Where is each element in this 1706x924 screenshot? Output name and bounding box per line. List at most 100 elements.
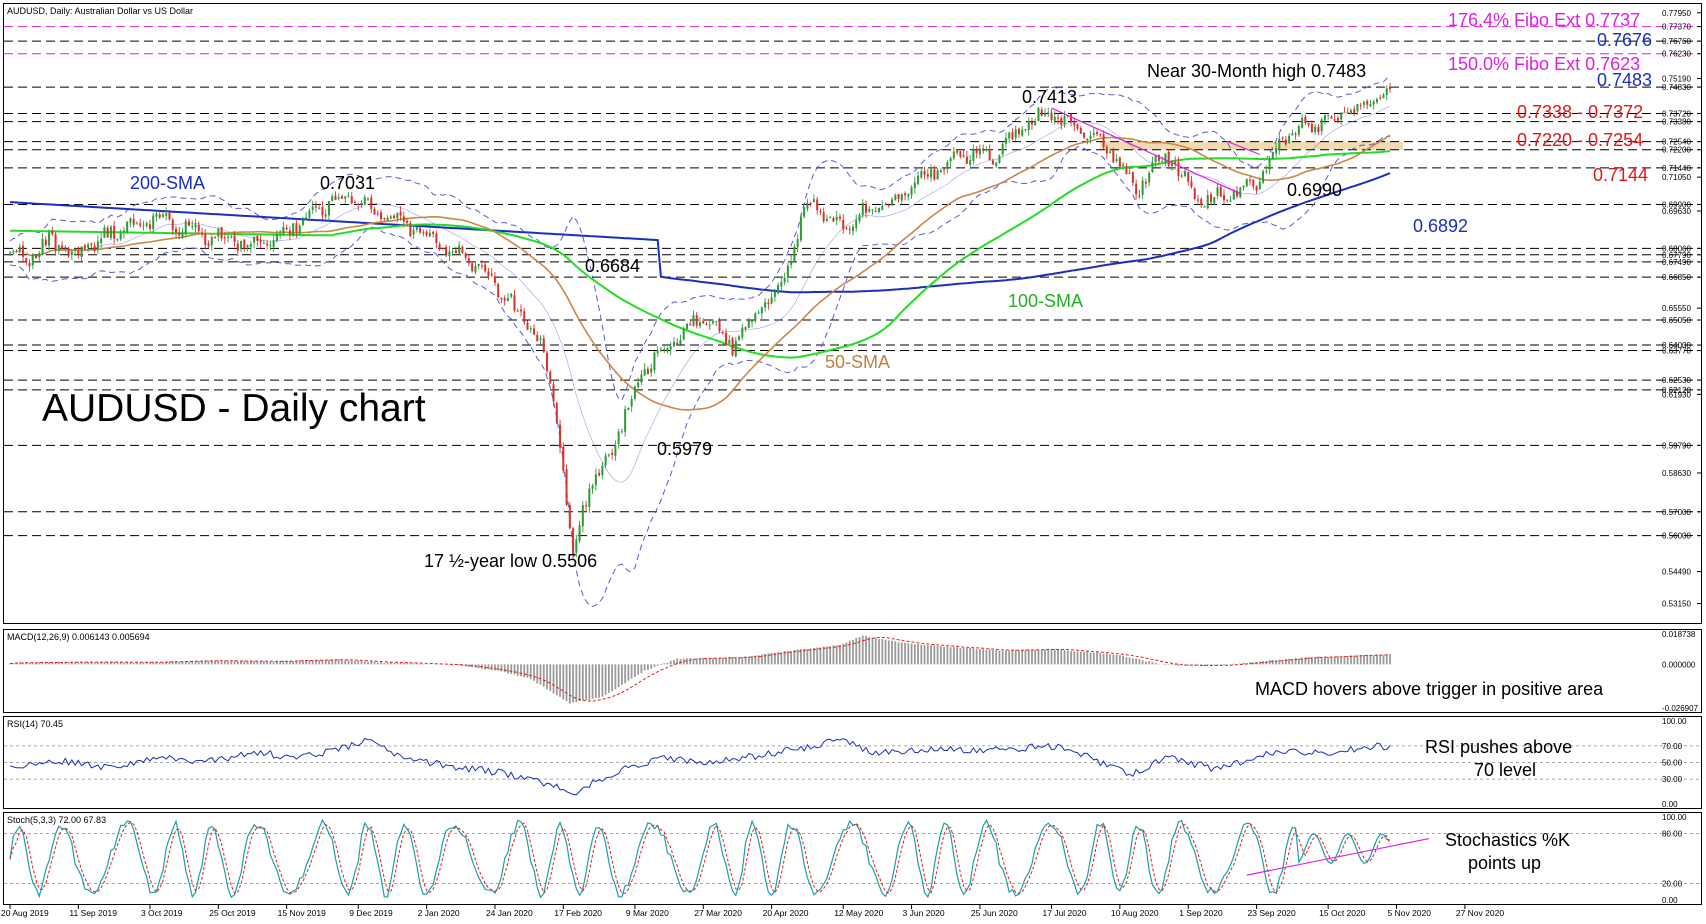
candle-body-418 — [1369, 104, 1372, 107]
date-label-4: 15 Nov 2019 — [278, 908, 326, 918]
candle-body-68 — [230, 236, 233, 238]
candle-body-294 — [965, 156, 968, 164]
candle-body-264 — [868, 208, 871, 212]
candle-body-114 — [380, 212, 383, 220]
candle-body-421 — [1379, 97, 1382, 99]
candle-body-31 — [109, 226, 112, 238]
candle-body-178 — [588, 488, 591, 508]
candle-body-58 — [197, 224, 200, 231]
candle-body-359 — [1177, 161, 1180, 177]
candle-body-169 — [559, 424, 562, 448]
candle-body-42 — [145, 223, 148, 226]
candle-body-255 — [838, 216, 841, 219]
candle-body-59 — [201, 232, 204, 235]
candle-body-242 — [796, 239, 799, 248]
stoch-annotation-line2: points up — [1468, 853, 1541, 873]
candle-body-370 — [1213, 197, 1216, 204]
candle-body-118 — [393, 215, 396, 219]
candle-body-109 — [363, 197, 366, 204]
price-tick-label-24: 0.61930 — [1662, 390, 1691, 399]
candle-body-115 — [383, 218, 386, 220]
candle-body-125 — [415, 227, 418, 230]
candle-body-49 — [168, 211, 171, 220]
support-zone-rect — [1100, 141, 1404, 150]
candle-body-179 — [591, 485, 594, 489]
candle-body-387 — [1268, 159, 1271, 170]
candle-body-245 — [806, 202, 809, 209]
rsi-annotation-line2: 70 level — [1474, 760, 1536, 780]
candle-body-0 — [8, 252, 12, 256]
candle-body-128 — [425, 231, 428, 236]
candle-body-261 — [858, 214, 861, 222]
candle-body-113 — [376, 213, 379, 215]
candle-body-14 — [54, 234, 57, 250]
candle-body-283 — [930, 169, 933, 178]
candle-body-318 — [1043, 113, 1047, 116]
candle-body-227 — [747, 320, 750, 328]
price-tick-label-8: 0.72540 — [1662, 138, 1691, 147]
candle-body-195 — [643, 368, 646, 376]
candle-body-320 — [1050, 112, 1053, 121]
chart-title: AUDUSD - Daily chart — [42, 387, 426, 430]
sma50-line — [25, 134, 1391, 411]
candle-body-338 — [1109, 151, 1112, 153]
candle-body-326 — [1070, 113, 1073, 123]
candle-body-30 — [106, 227, 109, 238]
candle-body-348 — [1141, 180, 1144, 195]
rsi-tick-label-1: 70.00 — [1662, 742, 1683, 751]
candle-body-269 — [884, 204, 887, 206]
candle-body-134 — [445, 246, 448, 255]
candle-body-279 — [917, 175, 920, 184]
date-label-2: 3 Oct 2019 — [141, 908, 183, 918]
candle-body-244 — [803, 207, 806, 217]
candles — [8, 82, 1392, 559]
candle-body-292 — [959, 151, 962, 157]
candle-body-304 — [998, 155, 1001, 163]
candle-body-230 — [757, 312, 760, 314]
stoch-k-line — [9, 818, 1391, 899]
candle-body-282 — [926, 174, 929, 177]
candle-body-87 — [292, 223, 295, 236]
candle-body-317 — [1040, 109, 1043, 116]
candle-body-38 — [132, 219, 135, 225]
candle-body-284 — [933, 169, 936, 180]
candle-body-201 — [663, 349, 666, 351]
candle-body-383 — [1255, 186, 1258, 191]
candle-body-316 — [1037, 108, 1040, 122]
candle-body-404 — [1323, 114, 1326, 121]
bollinger-bands — [9, 75, 1391, 608]
candle-body-390 — [1278, 139, 1281, 150]
candle-body-319 — [1047, 112, 1050, 114]
candle-body-106 — [353, 202, 357, 204]
candle-body-54 — [184, 220, 187, 235]
candle-body-395 — [1294, 133, 1297, 135]
candle-body-191 — [630, 399, 633, 407]
rsi-panel-frame — [3, 716, 1702, 809]
candle-body-416 — [1362, 102, 1365, 105]
candle-body-80 — [269, 245, 272, 247]
candle-body-366 — [1200, 199, 1203, 206]
candle-body-256 — [842, 219, 845, 230]
candle-body-400 — [1310, 124, 1313, 132]
candle-body-286 — [939, 170, 942, 173]
candle-body-139 — [461, 246, 464, 254]
label-fibo-150: 150.0% Fibo Ext 0.7623 — [1448, 54, 1640, 74]
candle-body-110 — [367, 198, 370, 200]
candle-body-212 — [698, 322, 702, 326]
candle-body-313 — [1027, 121, 1030, 131]
candle-body-121 — [402, 216, 405, 222]
candle-body-204 — [672, 341, 675, 347]
candle-body-188 — [620, 431, 623, 433]
candle-body-26 — [93, 245, 96, 252]
candle-body-158 — [523, 311, 526, 323]
label-7483: 0.7483 — [1597, 70, 1652, 90]
candle-body-137 — [454, 250, 457, 254]
candle-body-258 — [848, 228, 851, 230]
candle-body-297 — [975, 148, 978, 154]
candle-body-384 — [1258, 181, 1261, 190]
candle-body-19 — [70, 251, 73, 256]
candle-body-397 — [1301, 117, 1304, 128]
candle-body-166 — [549, 371, 552, 384]
candle-body-142 — [471, 263, 474, 272]
candle-body-392 — [1284, 139, 1287, 145]
